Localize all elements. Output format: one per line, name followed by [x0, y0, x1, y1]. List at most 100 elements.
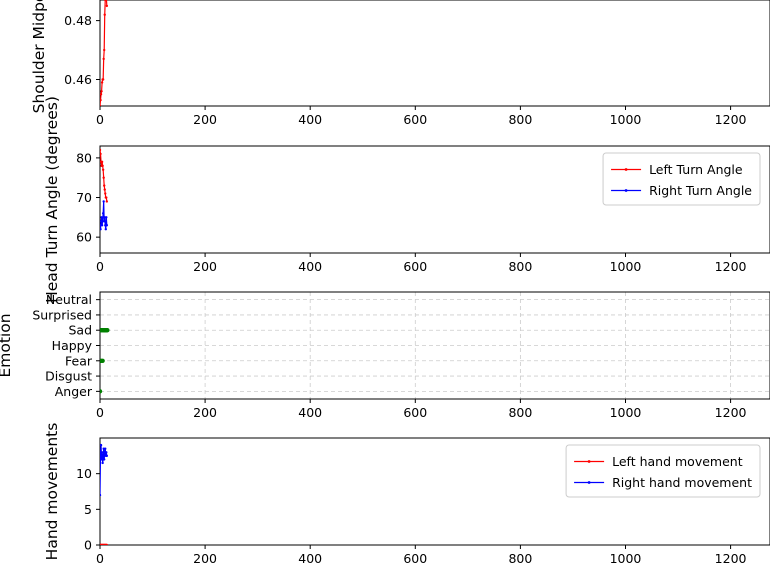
- data-point: [103, 458, 106, 461]
- y-tick-label: 0.48: [64, 13, 92, 28]
- data-point: [100, 104, 102, 106]
- data-point: [101, 164, 104, 168]
- data-point: [100, 93, 103, 96]
- data-point: [103, 48, 106, 52]
- y-tick-label: Anger: [55, 384, 93, 399]
- x-tick-label: 0: [96, 551, 104, 566]
- data-point: [103, 220, 106, 223]
- x-tick-label: 600: [403, 259, 427, 274]
- legend-label: Left hand movement: [612, 454, 743, 469]
- data-point: [104, 192, 107, 195]
- legend-label: Right hand movement: [612, 475, 752, 490]
- x-tick-label: 400: [298, 112, 322, 127]
- y-tick-label: 70: [76, 190, 92, 205]
- chart-panel-4: 0 200 400 600 800 1000 1200 0 5 10 Hand movements L…: [43, 423, 770, 566]
- legend-label: Right Turn Angle: [649, 183, 752, 198]
- data-point: [100, 389, 103, 394]
- x-tick-label: 0: [96, 112, 104, 127]
- data-point: [102, 176, 105, 179]
- data-point: [104, 0, 107, 2]
- data-point: [105, 200, 109, 203]
- x-tick-label: 200: [193, 112, 217, 127]
- plot-frame: [99, 145, 770, 254]
- y-axis-label: Emotion: [0, 313, 14, 377]
- data-point: [103, 184, 106, 187]
- data-point: [100, 228, 102, 231]
- x-tick-label: 800: [508, 112, 532, 127]
- data-point: [101, 168, 105, 171]
- x-tick-label: 0: [96, 259, 104, 274]
- x-tick-label: 1000: [610, 551, 642, 566]
- y-axis-label: Hand movements: [43, 423, 61, 561]
- x-tick-label: 200: [193, 405, 217, 420]
- y-tick-label: 0.46: [64, 72, 92, 87]
- data-point: [105, 454, 109, 458]
- data-point: [100, 160, 104, 164]
- data-point: [100, 148, 102, 152]
- x-tick-label: 1200: [715, 259, 747, 274]
- x-tick-label: 1200: [715, 112, 747, 127]
- data-point: [105, 543, 109, 545]
- y-tick-label: Neutral: [46, 292, 92, 307]
- y-tick-label: 80: [76, 150, 92, 165]
- y-tick-label: Disgust: [45, 369, 92, 384]
- legend-marker: [587, 460, 591, 463]
- data-point: [100, 224, 102, 227]
- x-tick-label: 800: [508, 259, 532, 274]
- data-point: [103, 13, 106, 16]
- data-point: [105, 4, 109, 8]
- data-point: [100, 451, 104, 454]
- data-point: [100, 443, 103, 447]
- y-tick-label: 5: [84, 502, 92, 517]
- x-tick-label: 800: [508, 551, 532, 566]
- data-point: [100, 216, 103, 219]
- data-point: [102, 200, 105, 203]
- x-tick-label: 1200: [715, 551, 747, 566]
- x-tick-label: 200: [193, 551, 217, 566]
- y-tick-label: Sad: [68, 323, 92, 338]
- x-tick-label: 0: [96, 405, 104, 420]
- legend-label: Left Turn Angle: [649, 162, 743, 177]
- data-point: [101, 212, 105, 215]
- data-point: [105, 451, 108, 454]
- x-tick-label: 600: [403, 405, 427, 420]
- legend-box: [565, 444, 761, 498]
- legend-marker: [624, 189, 628, 192]
- chart-panel-2: 0 200 400 600 800 1000 1200 60 70 80 Head Turn Ang…: [43, 96, 770, 303]
- data-point: [101, 461, 104, 465]
- x-tick-label: 1000: [610, 112, 642, 127]
- legend-marker: [624, 168, 628, 171]
- y-tick-label: Happy: [52, 338, 93, 353]
- x-tick-label: 600: [403, 112, 427, 127]
- y-axis-label: Shoulder Midpo: [30, 0, 48, 113]
- x-tick-label: 1000: [610, 405, 642, 420]
- x-tick-label: 1000: [610, 259, 642, 274]
- y-tick-label: 60: [76, 230, 92, 245]
- legend-marker: [587, 481, 591, 484]
- chart-panel-1: 0 200 400 600 800 1000 1200 0.46 0.48 Shoulder Mi…: [30, 0, 770, 127]
- y-tick-label: Surprised: [32, 307, 92, 322]
- data-point: [105, 328, 110, 333]
- data-point: [104, 447, 107, 450]
- data-point: [104, 228, 107, 231]
- y-axis-label: Head Turn Angle (degrees): [43, 96, 61, 303]
- y-tick-label: 0: [84, 538, 92, 553]
- data-point: [100, 358, 105, 363]
- data-point: [103, 188, 106, 191]
- data-point: [101, 78, 105, 81]
- data-point: [100, 90, 103, 93]
- data-point: [100, 98, 102, 102]
- x-tick-label: 400: [298, 259, 322, 274]
- x-tick-label: 400: [298, 405, 322, 420]
- data-point: [100, 152, 102, 156]
- y-tick-label: 10: [76, 466, 92, 481]
- legend: Left Turn Angle Right Turn Angle: [602, 152, 761, 206]
- data-point: [102, 57, 105, 61]
- data-point: [105, 216, 108, 219]
- data-point: [105, 224, 109, 227]
- data-point: [100, 493, 102, 497]
- legend-box: [602, 152, 761, 206]
- legend: Left hand movement Right hand movement: [565, 444, 761, 498]
- x-tick-label: 400: [298, 551, 322, 566]
